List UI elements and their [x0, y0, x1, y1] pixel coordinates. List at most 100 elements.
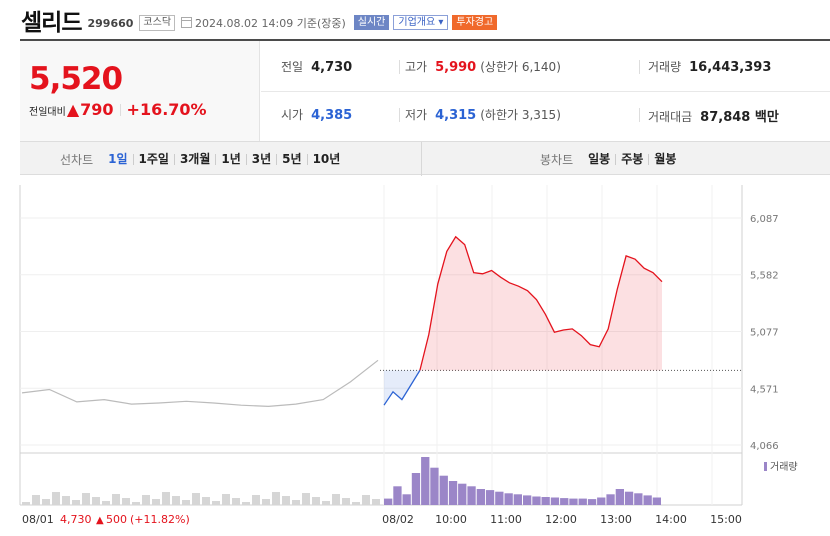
- prev-volume-bar: [372, 499, 380, 505]
- volume-bar: [587, 499, 597, 505]
- volume-bar: [402, 494, 411, 505]
- down-price-line: [383, 370, 421, 406]
- prev-volume-bar: [222, 494, 230, 505]
- y-tick-label: 5,077: [750, 327, 779, 338]
- prev-day-date: 08/01: [22, 513, 54, 526]
- prev-day-price-line: [21, 359, 379, 408]
- line-chart-tabs: 선차트 1일 1주일 3개월 1년 3년 5년 10년: [60, 142, 345, 176]
- prev-volume-bar: [112, 494, 120, 505]
- prev-volume-bar: [242, 502, 250, 505]
- volume-bar: [513, 494, 522, 505]
- volume-bar: [495, 491, 504, 505]
- price-info-grid: 전일 4,730 고가 5,990 (상한가 6,140) 거래량 16,443…: [261, 41, 830, 141]
- chart-tabs: 선차트 1일 1주일 3개월 1년 3년 5년 10년 봉차트 일봉 주봉 월봉: [20, 141, 830, 176]
- volume-bar: [597, 497, 606, 505]
- tab-weekly-candle[interactable]: 주봉: [615, 153, 648, 165]
- change-divider: [119, 103, 121, 116]
- company-overview-dropdown[interactable]: 기업개요 ▾: [393, 15, 449, 30]
- prev-volume-bar: [22, 502, 30, 505]
- timestamp: 2024.08.02 14:09 기준(장중): [195, 16, 346, 30]
- prev-volume-bar: [102, 501, 110, 505]
- down-area-fill: [384, 370, 420, 406]
- volume-bar: [439, 475, 448, 505]
- prev-volume-bar: [62, 496, 70, 505]
- prev-volume-bar: [272, 492, 280, 505]
- title-bar: 셀리드 299660 코스닥 2024.08.02 14:09 기준(장중) 실…: [21, 4, 821, 36]
- volume-label: 거래량: [648, 60, 682, 74]
- volume-bar: [550, 497, 560, 505]
- divider: [639, 108, 640, 122]
- amount-label: 거래대금: [648, 110, 693, 124]
- volume-bar: [652, 497, 661, 505]
- volume-bar: [458, 483, 467, 505]
- prev-volume-bar: [192, 493, 200, 505]
- tab-3month[interactable]: 3개월: [173, 153, 215, 165]
- prev-volume-bar: [132, 502, 140, 505]
- tab-3year[interactable]: 3년: [245, 153, 276, 165]
- up-price-line: [419, 235, 663, 371]
- prev-day-change-pct: (+11.82%): [130, 513, 190, 526]
- prev-volume-bar: [82, 493, 90, 505]
- divider: [399, 108, 400, 122]
- prev-day-up-arrow-icon: ▲: [96, 515, 104, 526]
- tab-1year[interactable]: 1년: [215, 153, 245, 165]
- change-label: 전일대비: [29, 107, 66, 118]
- investment-warning-badge[interactable]: 투자경고: [452, 15, 498, 30]
- prev-volume-bar: [72, 500, 80, 505]
- prev-volume-bar: [252, 495, 260, 505]
- tab-5year[interactable]: 5년: [276, 153, 306, 165]
- tab-1day[interactable]: 1일: [108, 151, 128, 166]
- tab-1week[interactable]: 1주일: [132, 153, 174, 165]
- price-change-row: 전일대비 ▲ 790 +16.70%: [29, 100, 207, 119]
- volume-bar: [504, 493, 513, 505]
- prev-volume-bar: [52, 492, 60, 505]
- open-value: 4,385: [311, 108, 353, 123]
- low-value: 4,315: [435, 108, 477, 123]
- prev-volume-bar: [172, 496, 180, 505]
- tab-10year[interactable]: 10년: [306, 153, 346, 165]
- y-tick-label: 4,571: [750, 384, 779, 395]
- volume-legend-label: 거래량: [770, 461, 798, 473]
- x-tick-label: 13:00: [600, 513, 632, 526]
- volume-bar: [411, 473, 421, 505]
- realtime-button[interactable]: 실시간: [353, 15, 390, 30]
- high-cell: 고가 5,990 (상한가 6,140): [405, 58, 561, 75]
- header-divider: [20, 39, 830, 41]
- volume-bar: [541, 497, 550, 505]
- volume-bar: [634, 493, 643, 505]
- tab-monthly-candle[interactable]: 월봉: [648, 153, 681, 165]
- prev-volume-bar: [292, 500, 300, 505]
- prev-volume-bar: [232, 498, 240, 505]
- volume-bar: [448, 481, 458, 505]
- prev-volume-bar: [182, 500, 190, 505]
- tab-daily-candle[interactable]: 일봉: [588, 151, 611, 166]
- prev-volume-bar: [202, 497, 210, 505]
- x-tick-label: 08/02: [382, 513, 414, 526]
- volume-bar: [569, 498, 578, 505]
- price-chart[interactable]: 6,087 5,582 5,077 4,571 4,066 08/02 10:00 11:00…: [0, 175, 830, 536]
- volume-bar: [624, 491, 634, 505]
- caret-down-icon: ▾: [435, 17, 444, 28]
- volume-bar: [384, 498, 393, 505]
- volume-bar: [606, 494, 615, 505]
- x-tick-label: 12:00: [545, 513, 577, 526]
- prev-volume-bar: [42, 499, 50, 505]
- prev-volume-bar: [322, 501, 330, 505]
- x-tick-label: 10:00: [435, 513, 467, 526]
- y-tick-label: 6,087: [750, 214, 779, 225]
- prev-volume-bar: [352, 502, 360, 505]
- y-tick-label: 4,066: [750, 441, 779, 452]
- low-cell: 저가 4,315 (하한가 3,315): [405, 106, 561, 123]
- prev-close-value: 4,730: [311, 60, 353, 75]
- x-tick-label: 15:00: [710, 513, 742, 526]
- tab-divider: [421, 142, 422, 176]
- prev-volume-bar: [362, 495, 370, 505]
- x-tick-label: 11:00: [490, 513, 522, 526]
- volume-bar: [560, 498, 569, 505]
- upper-limit: (상한가 6,140): [480, 60, 561, 74]
- x-tick-label: 14:00: [655, 513, 687, 526]
- prev-day-change: 500: [106, 513, 127, 526]
- prev-volume-bar: [262, 499, 270, 505]
- prev-close-cell: 전일 4,730: [281, 58, 352, 75]
- market-badge: 코스닥: [139, 14, 176, 31]
